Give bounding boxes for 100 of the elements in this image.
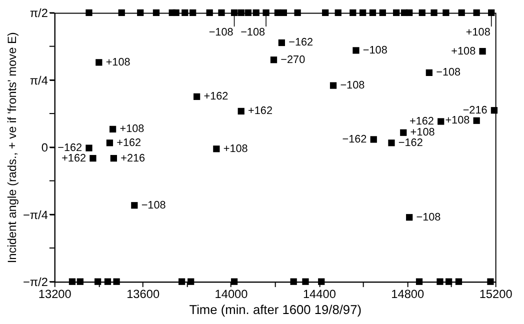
- point: [352, 47, 360, 54]
- annotation: −162: [342, 133, 367, 146]
- point: [188, 278, 194, 285]
- point: [400, 129, 407, 136]
- point: [436, 278, 444, 285]
- x-tick-label: 14400: [302, 286, 336, 301]
- point: [178, 278, 186, 285]
- point: [137, 9, 144, 16]
- point: [76, 278, 84, 285]
- annotation: −108: [208, 26, 234, 38]
- point: [418, 9, 426, 16]
- annotation: +108: [451, 45, 476, 58]
- point: [118, 9, 125, 16]
- x-axis-title: Time (min. after 1600 19/8/97): [189, 302, 362, 317]
- point: [426, 69, 432, 76]
- point: [218, 9, 225, 16]
- annotation: +108: [410, 126, 435, 139]
- point: [238, 9, 244, 16]
- y-tick-label: π/2: [30, 6, 48, 20]
- point: [379, 9, 386, 16]
- annotation: +216: [120, 152, 146, 164]
- point: [473, 9, 480, 16]
- point: [388, 140, 395, 146]
- point: [68, 278, 76, 285]
- point: [104, 278, 112, 285]
- annotation: +162: [62, 152, 86, 164]
- point: [430, 9, 438, 16]
- point: [96, 59, 102, 66]
- annotation: +162: [204, 90, 228, 103]
- point: [455, 278, 462, 285]
- point: [322, 9, 329, 16]
- point: [230, 278, 238, 285]
- point: [458, 9, 465, 16]
- annotation: +108: [106, 56, 130, 68]
- point: [190, 9, 196, 16]
- point: [213, 146, 220, 152]
- x-tick-label: 13600: [126, 286, 160, 301]
- point: [244, 9, 252, 16]
- point: [94, 278, 102, 285]
- point: [131, 202, 138, 209]
- point: [206, 9, 213, 16]
- annotation: −108: [416, 211, 441, 224]
- point: [406, 214, 413, 221]
- y-tick-label: −π/4: [22, 208, 48, 222]
- point: [393, 9, 400, 16]
- annotation: −108: [240, 26, 266, 38]
- point: [182, 9, 188, 16]
- annotation: −162: [58, 142, 82, 154]
- point: [193, 93, 200, 100]
- point: [442, 9, 450, 16]
- point: [230, 9, 238, 16]
- point: [318, 278, 325, 285]
- point: [334, 9, 342, 16]
- annotation: +108: [120, 123, 144, 136]
- point: [262, 9, 270, 16]
- annotation: +108: [466, 26, 490, 38]
- annotation: −270: [280, 54, 306, 66]
- point: [280, 9, 287, 16]
- annotation: +108: [223, 142, 248, 155]
- point: [252, 9, 260, 16]
- point: [294, 9, 301, 16]
- y-tick-label: 0: [41, 140, 48, 155]
- point: [330, 82, 337, 89]
- x-tick-label: 14000: [214, 286, 248, 301]
- point: [152, 9, 160, 16]
- point: [172, 9, 180, 16]
- annotation: +162: [116, 136, 142, 149]
- point: [369, 9, 376, 16]
- point: [110, 154, 117, 162]
- point: [360, 9, 366, 16]
- annotation: −108: [362, 44, 388, 56]
- point: [490, 107, 498, 114]
- point: [290, 278, 297, 285]
- point: [416, 278, 423, 285]
- point: [406, 9, 413, 16]
- annotation: −162: [398, 136, 423, 149]
- point: [445, 278, 452, 285]
- x-tick-label: 15200: [479, 286, 513, 301]
- point: [302, 278, 309, 285]
- x-tick-label: 14800: [391, 286, 425, 301]
- point: [278, 39, 286, 46]
- point: [106, 140, 114, 146]
- point: [90, 154, 96, 162]
- point: [438, 118, 444, 125]
- annotation: −108: [340, 80, 365, 92]
- annotation: +108: [445, 114, 470, 127]
- point: [473, 117, 480, 124]
- annotation: +162: [248, 105, 273, 118]
- point: [86, 9, 92, 16]
- point: [487, 278, 494, 285]
- annotation: −108: [141, 199, 166, 212]
- annotation: +162: [409, 115, 434, 128]
- annotation: −216: [462, 104, 488, 116]
- point: [270, 56, 278, 64]
- annotation: −108: [436, 66, 461, 79]
- point: [350, 9, 356, 16]
- x-tick-label: 13200: [38, 286, 72, 301]
- y-tick-label: −π/2: [22, 275, 48, 290]
- point: [86, 144, 92, 152]
- y-tick-label: π/4: [30, 73, 48, 88]
